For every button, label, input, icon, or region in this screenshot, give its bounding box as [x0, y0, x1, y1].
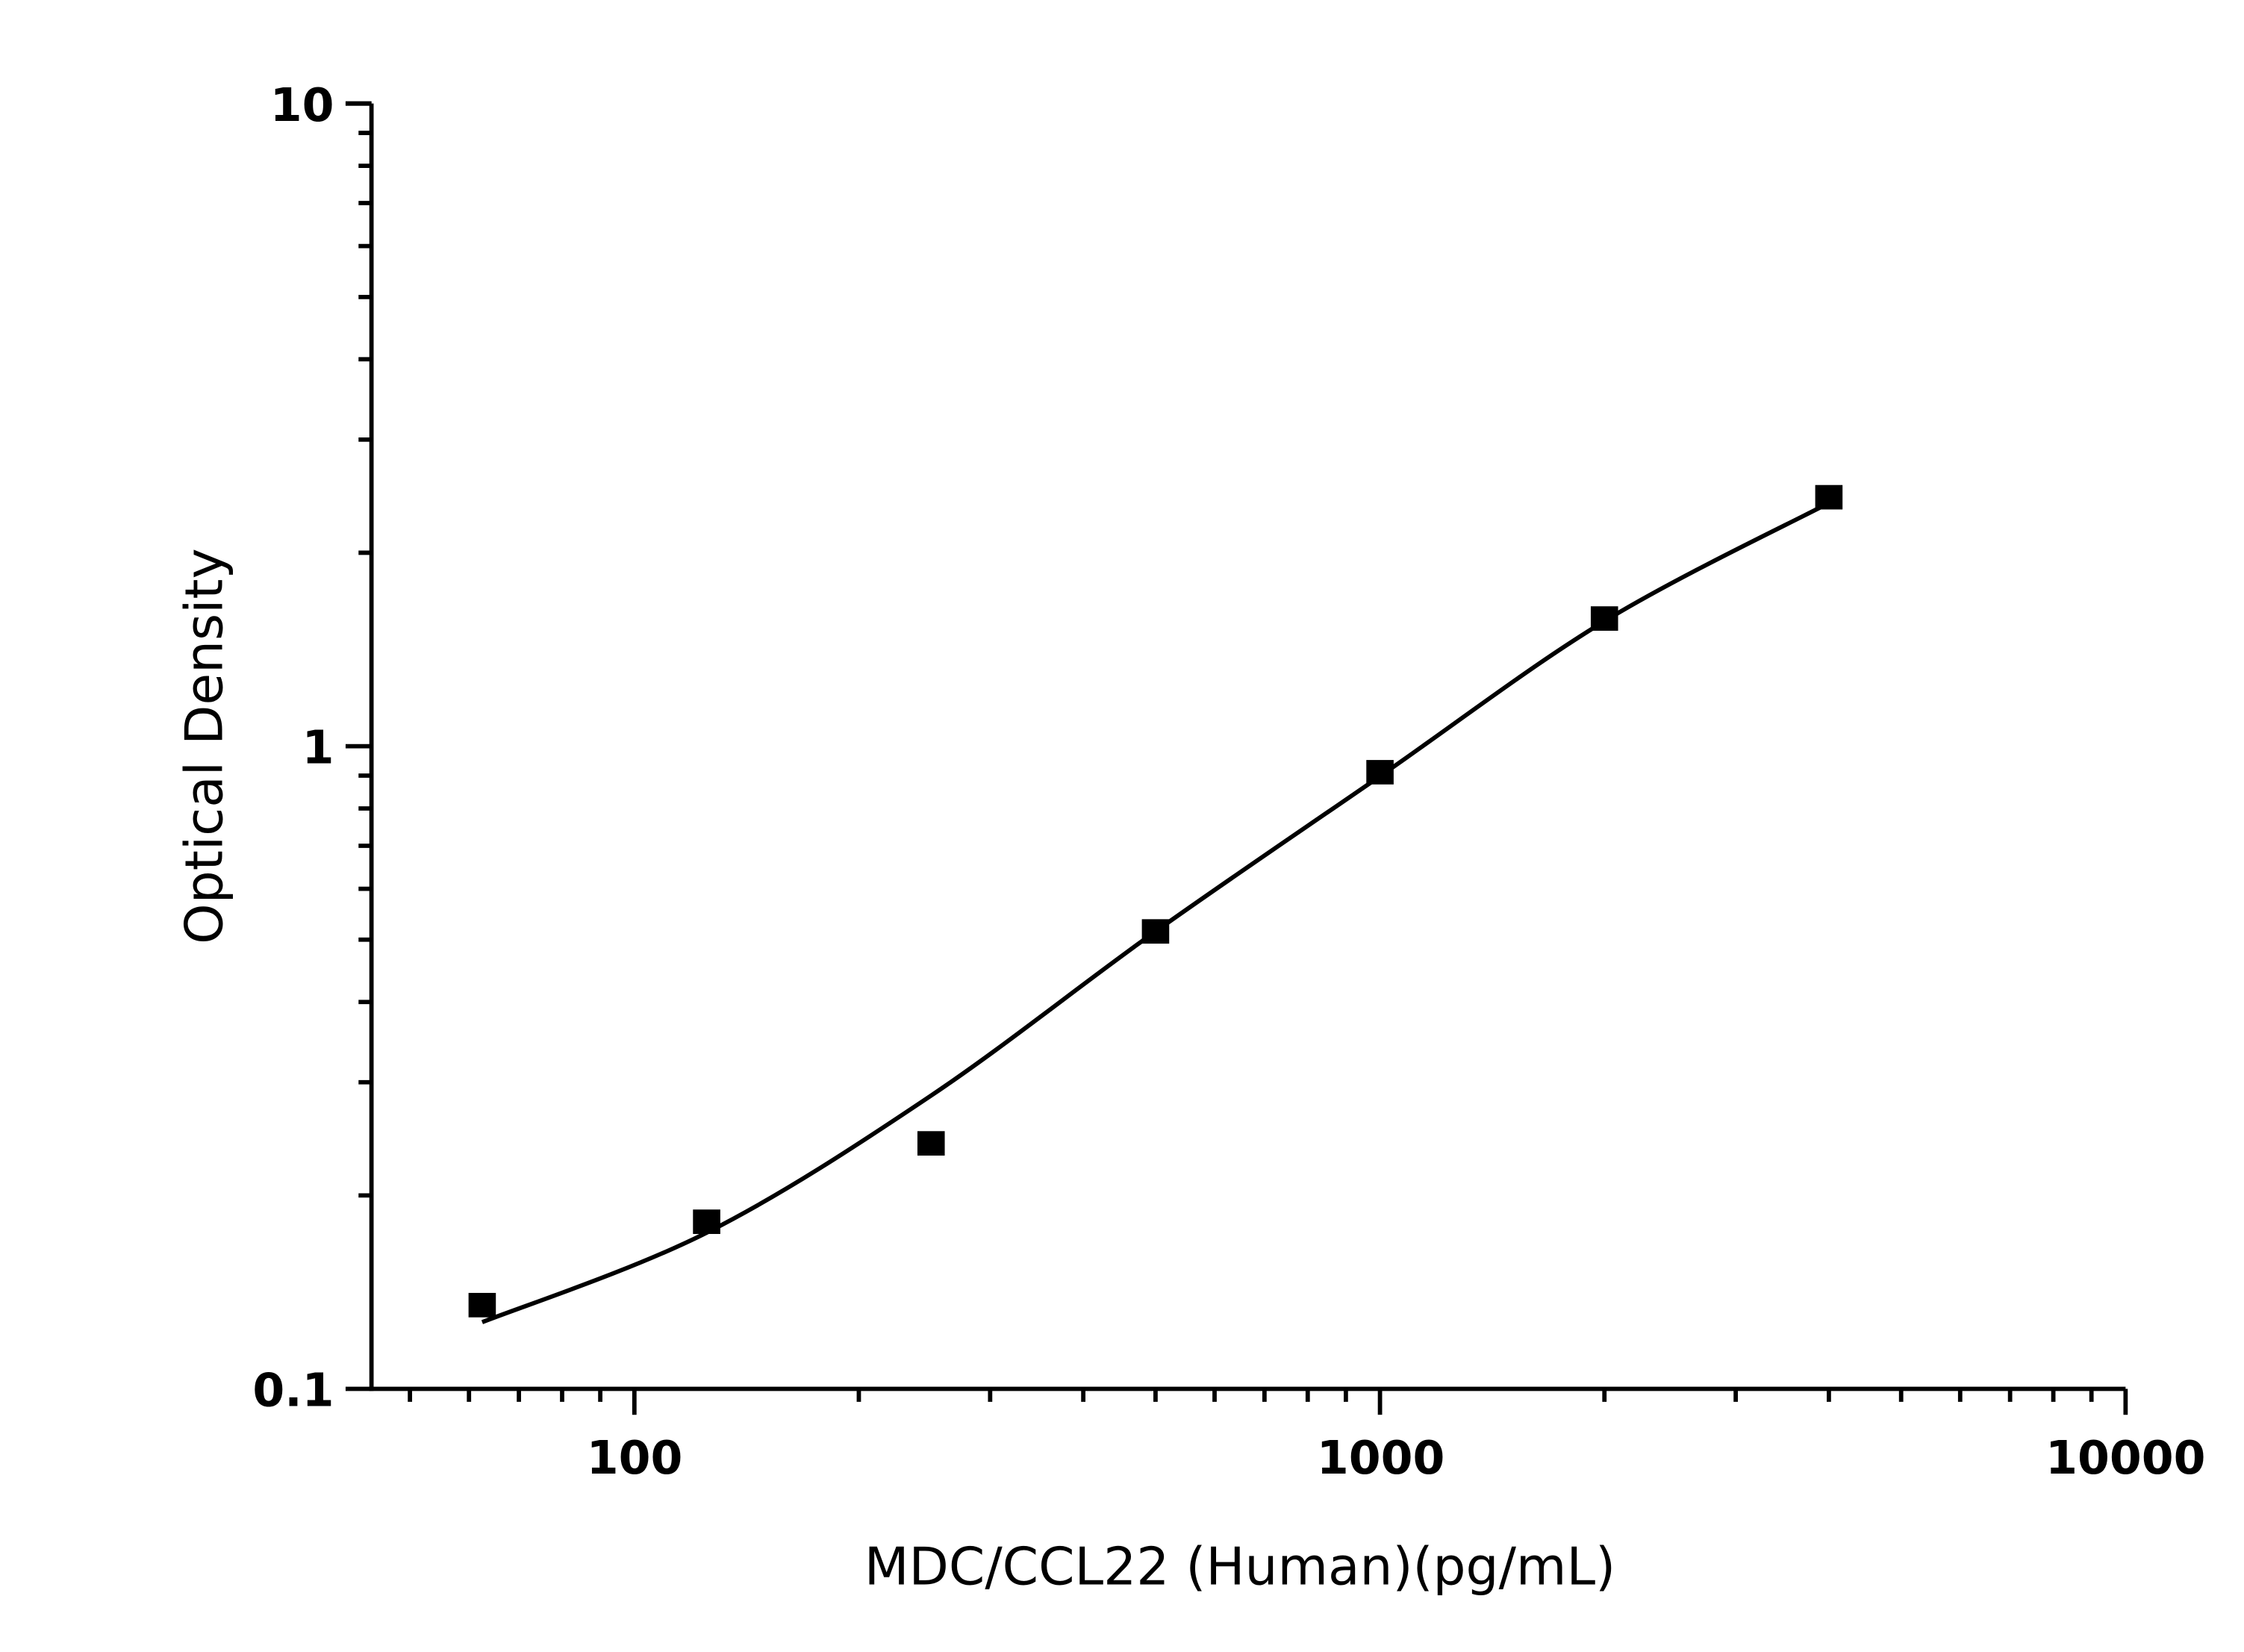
ticks: [345, 101, 2128, 1415]
y-tick-label: 0.1: [252, 1364, 334, 1418]
data-points: [468, 484, 1843, 1318]
data-point: [1141, 919, 1170, 944]
data-point: [1590, 606, 1618, 631]
tick-labels: 100 1000 10000 0.1 1 10: [252, 78, 2205, 1485]
fit-curve-group: [481, 501, 1830, 1324]
y-tick-label: 10: [270, 78, 334, 132]
y-axis-title: Optical Density: [175, 548, 234, 944]
x-tick-label: 10000: [2045, 1431, 2205, 1485]
x-axis-title: MDC/CCL22 (Human)(pg/mL): [864, 1537, 1615, 1597]
data-point: [1815, 484, 1843, 510]
axes: [369, 103, 2126, 1391]
x-tick-label: 100: [587, 1431, 683, 1485]
fit-curve: [481, 501, 1830, 1324]
y-tick-label: 1: [302, 721, 334, 775]
data-point: [693, 1209, 720, 1235]
data-point: [468, 1292, 496, 1318]
x-tick-label: 1000: [1317, 1431, 1445, 1485]
data-point: [917, 1131, 945, 1156]
data-point: [1366, 760, 1394, 785]
